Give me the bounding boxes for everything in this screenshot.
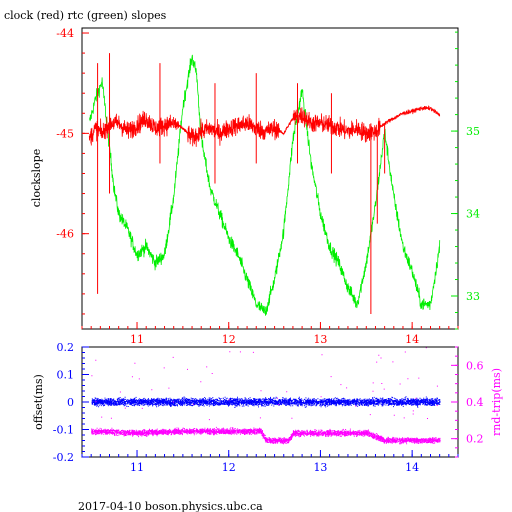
series-rtc bbox=[89, 54, 441, 316]
x-tick-label: 12 bbox=[222, 461, 236, 474]
x-tick-label: 12 bbox=[222, 333, 236, 346]
bottom-axes: 11 12 13 14 0.2 0.1 0 -0.1 -0.2 0.6 0.4 0.2 bbox=[53, 341, 484, 474]
x-tick-label: 14 bbox=[405, 333, 419, 346]
series-offset bbox=[91, 396, 441, 408]
y-left-tick-label: -45 bbox=[56, 127, 74, 140]
y-left-tick-label: 0 bbox=[67, 396, 74, 409]
x-tick-label: 13 bbox=[313, 333, 327, 346]
y-right-tick-label: 35 bbox=[466, 125, 480, 138]
y-left-tick-label: -46 bbox=[56, 228, 74, 241]
y-left-tick-label: -0.1 bbox=[53, 424, 74, 437]
bottom-y-left-label: offset(ms) bbox=[32, 374, 45, 430]
y-right-tick-label: 0.4 bbox=[466, 396, 484, 409]
top-plot-frame bbox=[81, 27, 459, 330]
rnd-trip-points bbox=[91, 347, 441, 445]
bottom-panel: 11 12 13 14 0.2 0.1 0 -0.1 -0.2 0.6 0.4 0.2 offset(… bbox=[32, 341, 503, 474]
offset-points bbox=[91, 396, 441, 408]
top-y-left-label: clockslope bbox=[30, 149, 43, 207]
rtc-line bbox=[89, 54, 441, 316]
series-rnd-trip bbox=[91, 347, 441, 445]
chart-title: clock (red) rtc (green) slopes bbox=[4, 9, 167, 22]
y-left-tick-label: 0.2 bbox=[57, 341, 75, 354]
series-clock bbox=[88, 53, 441, 314]
y-right-tick-label: 33 bbox=[466, 290, 480, 303]
y-left-tick-label: -44 bbox=[56, 27, 74, 40]
x-tick-label: 14 bbox=[405, 461, 419, 474]
top-panel: 11 12 13 14 -44 -45 -46 35 34 33 clockslope bbox=[30, 27, 480, 346]
y-right-tick-label: 0.6 bbox=[466, 359, 484, 372]
x-tick-label: 13 bbox=[313, 461, 327, 474]
x-tick-label: 11 bbox=[130, 333, 144, 346]
footer-text: 2017-04-10 boson.physics.ubc.ca bbox=[78, 500, 263, 512]
y-right-tick-label: 34 bbox=[466, 208, 480, 221]
y-left-tick-label: 0.1 bbox=[57, 369, 75, 382]
x-tick-label: 11 bbox=[130, 461, 144, 474]
bottom-y-right-label: rnd-trip(ms) bbox=[490, 368, 503, 436]
y-left-tick-label: -0.2 bbox=[53, 451, 74, 464]
y-right-tick-label: 0.2 bbox=[466, 433, 484, 446]
clock-line bbox=[88, 105, 441, 147]
top-axes: 11 12 13 14 -44 -45 -46 35 34 33 bbox=[56, 27, 480, 346]
